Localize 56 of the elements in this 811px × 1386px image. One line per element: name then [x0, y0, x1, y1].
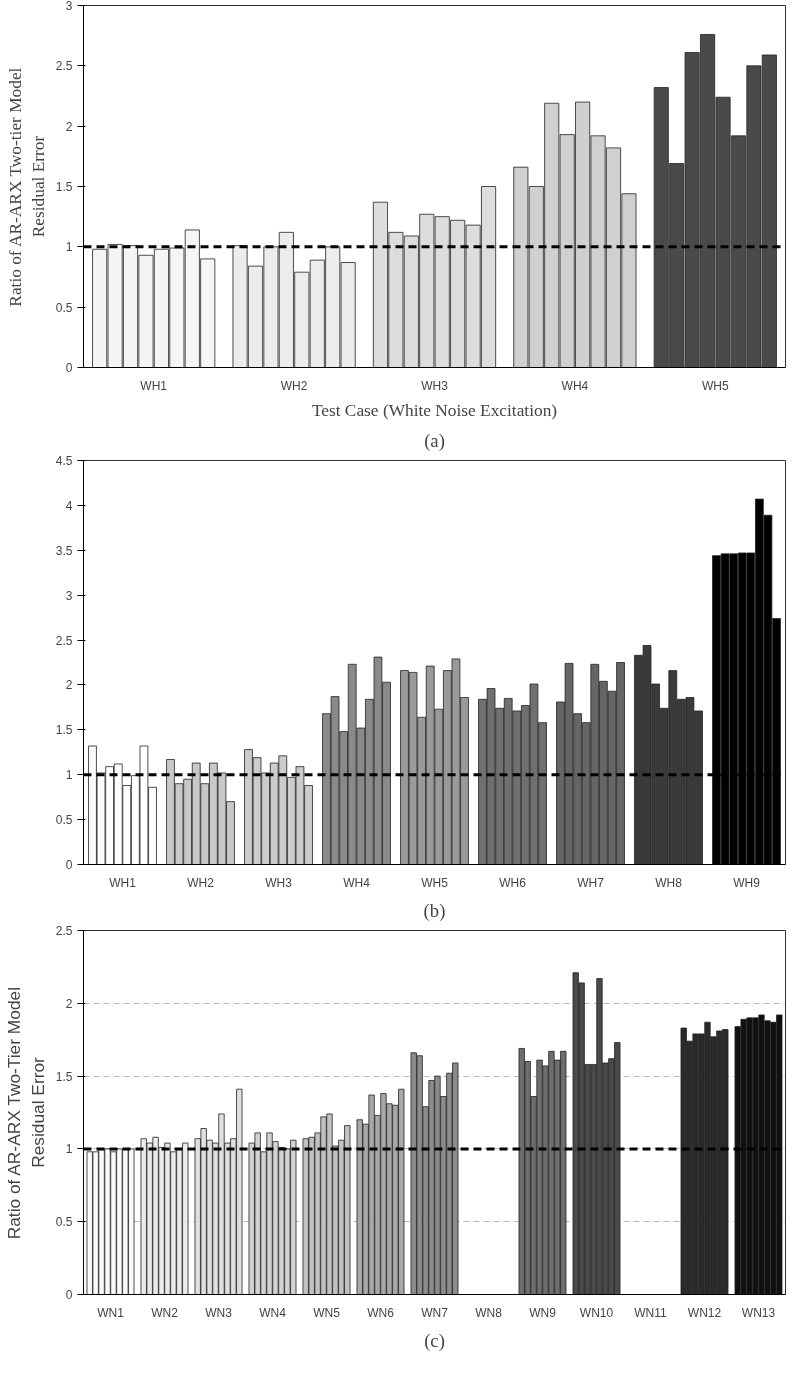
x-tick-label: WH5: [701, 378, 729, 393]
y-tick-label: 1.5: [55, 1069, 73, 1084]
y-tick-label: 2.5: [55, 633, 73, 648]
x-axis-title: Test Case (White Noise Excitation): [311, 400, 558, 420]
y-axis-title: Ratio of AR-ARX Two-tier Model Residual Error: [6, 67, 48, 307]
x-tick-label: WH7: [577, 875, 605, 890]
y-tick-label: 1: [65, 240, 73, 255]
x-tick-label: WN8: [475, 1305, 503, 1320]
y-tick-label: 0: [65, 1288, 73, 1302]
x-tick-label: WN6: [367, 1305, 395, 1320]
y-tick-label: 1.5: [55, 180, 73, 194]
x-tick-label: WN5: [313, 1305, 341, 1320]
x-tick-label: WN2: [151, 1305, 179, 1320]
x-tick-label: WH3: [421, 378, 449, 393]
y-tick-label: 4.5: [55, 454, 73, 468]
text: (c): [424, 1329, 445, 1352]
y-tick-label: 0.5: [55, 813, 73, 828]
y-tick-label: 3.5: [55, 543, 73, 558]
x-tick-label: WN10: [579, 1305, 614, 1320]
y-tick-label: 2: [65, 119, 73, 134]
y-tick-label: 0: [65, 858, 73, 872]
y-tick-label: 1: [65, 1142, 73, 1157]
x-tick-label: WH6: [499, 875, 527, 890]
x-tick-label: WH2: [187, 875, 215, 890]
y-tick-label: 2.5: [55, 59, 73, 74]
y-tick-label: 2.5: [55, 924, 73, 938]
x-tick-label: WN3: [205, 1305, 233, 1320]
x-tick-label: WH3: [265, 875, 293, 890]
y-tick-label: 1: [65, 768, 73, 783]
x-tick-label: WH2: [280, 378, 308, 393]
x-tick-label: WN12: [687, 1305, 722, 1320]
y-tick-label: 4: [65, 498, 73, 513]
x-tick-label: WN7: [421, 1305, 449, 1320]
x-tick-label: WN11: [634, 1305, 668, 1320]
y-tick-label: 3: [65, 0, 73, 13]
x-tick-label: WN1: [97, 1305, 125, 1320]
y-tick-label: 2: [65, 996, 73, 1011]
x-tick-label: WN13: [741, 1305, 776, 1320]
x-tick-label: WH5: [421, 875, 449, 890]
y-tick-label: 3: [65, 588, 73, 603]
y-tick-label: 2: [65, 678, 73, 693]
text: (b): [423, 899, 446, 922]
y-tick-label: 0: [65, 361, 73, 375]
x-tick-label: WH8: [655, 875, 683, 890]
text: (a): [424, 429, 445, 452]
y-tick-label: 0.5: [55, 300, 73, 315]
x-tick-label: WN9: [529, 1305, 557, 1320]
x-tick-label: WN4: [259, 1305, 287, 1320]
x-tick-label: WH4: [343, 875, 371, 890]
x-tick-label: WH4: [561, 378, 589, 393]
x-tick-label: WH1: [140, 378, 168, 393]
x-tick-label: WH1: [109, 875, 137, 890]
x-tick-label: WH9: [733, 875, 761, 890]
y-axis-title: Ratio of AR-ARX Two-Tier Model Residual Error: [3, 986, 48, 1240]
y-tick-label: 1.5: [55, 723, 73, 738]
y-tick-label: 0.5: [55, 1215, 73, 1230]
